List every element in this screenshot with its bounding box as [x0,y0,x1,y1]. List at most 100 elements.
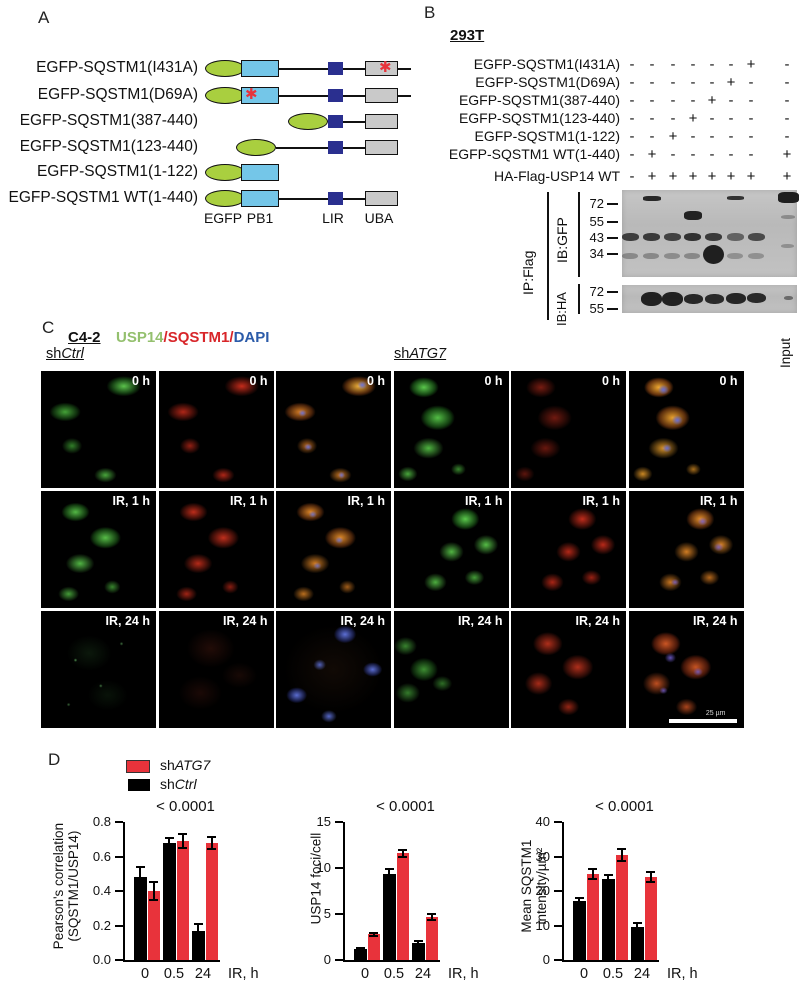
y-tick-label: 0.8 [92,814,111,829]
lane-symbol: - [629,110,635,127]
error-bar [181,834,184,848]
timepoint-label: IR, 1 h [582,494,620,508]
band [664,253,680,259]
band [684,253,700,259]
timepoint-label: 0 h [484,374,503,388]
bar-shCtrl [573,901,586,960]
sqstm1-intensity-chart: < 0.0001 Mean SQSTM1 intensity/µm² 0 10 20 30 4… [519,790,750,986]
mw-marker: 55 [589,214,604,229]
error-bar [135,886,145,889]
error-bar [369,934,379,937]
lane-symbol: - [690,92,696,109]
cell-line-label: 293T [450,27,485,44]
lane-symbol: - [728,146,734,163]
lane-symbol: - [670,56,676,73]
lane-symbol: - [670,92,676,109]
timepoint-label: IR, 24 h [575,614,620,628]
plot-area [343,822,440,962]
lane-symbol: - [728,92,734,109]
ib-ha-label: IB:HA [554,292,569,326]
x-tick-label: 24 [633,966,651,982]
input-label: Input [778,337,793,368]
microscopy-cell-shatg7-merge-24h: IR, 24 h 25 µm [628,611,744,728]
bar-shCtrl [412,942,425,960]
band [684,211,702,220]
y-tick [335,821,343,823]
lane-symbol: - [649,110,655,127]
band [622,253,638,259]
mw-tick [607,221,618,223]
lane-symbol: - [728,56,734,73]
timepoint-label: IR, 1 h [347,494,385,508]
construct-diagram-1-122 [203,164,415,181]
timepoint-label: 0 h [601,374,620,388]
bar-shATG7 [147,891,160,960]
stain-slash: / [229,329,234,346]
lane-symbol: - [629,56,635,73]
error-bar [384,867,394,870]
lane-symbol: - [709,110,715,127]
error-bar [168,838,171,847]
lane-symbol: - [649,128,655,145]
error-bar [210,836,213,849]
lane-symbol: - [709,128,715,145]
linker-line [343,94,365,97]
linker-line [343,146,365,149]
legend-prefix: sh [160,757,175,773]
y-tick-label: 0.2 [92,917,111,933]
error-bar [636,923,639,932]
timepoint-label: IR, 24 h [693,614,738,628]
error-bar [178,846,188,849]
lane-symbol: + [647,168,657,185]
ip-flag-label: IP:Flag [520,250,536,295]
domain-label-pb1: PB1 [246,210,274,226]
lir-domain [328,89,343,102]
mw-tick [607,291,618,293]
uba-domain [365,114,398,129]
x-tick-label: 0.5 [163,966,185,982]
mw-tick [607,308,618,310]
y-tick-label: 10 [316,860,331,875]
lane-symbol: + [707,168,717,185]
bar-shATG7 [615,854,628,960]
error-bar [417,941,420,944]
pb1-domain [241,60,279,77]
x-tick-label: 24 [414,966,432,982]
mutation-asterisk: ✱ [379,59,392,76]
lane-symbol: - [709,146,715,163]
lane-symbol: - [629,146,635,163]
error-bar [649,872,652,883]
lane-symbols-row: - - + - - - - - [622,128,800,146]
domain-label-uba: UBA [364,210,394,226]
uba-domain [365,88,398,103]
linker-line [343,197,365,200]
error-bar [413,940,423,943]
timepoint-label: IR, 1 h [464,494,503,508]
ip-bracket-line [547,192,549,320]
band [684,294,703,304]
band [781,244,794,248]
lane-symbol: - [649,74,655,91]
legend-gene: Ctrl [174,776,197,792]
linker-line [279,67,328,70]
group-prefix: sh [46,346,62,362]
timepoint-label: 0 h [366,374,385,388]
band [781,215,795,219]
x-tick-label: 0.5 [383,966,405,982]
stain-usp14: USP14 [116,329,164,346]
band [643,196,661,201]
y-tick-label: 0 [323,952,331,967]
bar-shCtrl [631,927,644,960]
construct-diagram-d69a: ✱ [203,86,415,104]
lane-symbol: - [690,128,696,145]
legend-prefix: sh [160,776,175,792]
panel-a-label: A [38,8,50,27]
microscopy-cell-shctrl-merge-0h: 0 h [276,371,391,488]
y-tick-label: 0.6 [92,848,111,864]
y-tick-label: 15 [316,814,331,829]
linker-line [276,146,328,149]
error-bar [574,896,584,899]
band [684,233,701,241]
lane-symbol: - [709,74,715,91]
pb1-domain [241,164,279,181]
